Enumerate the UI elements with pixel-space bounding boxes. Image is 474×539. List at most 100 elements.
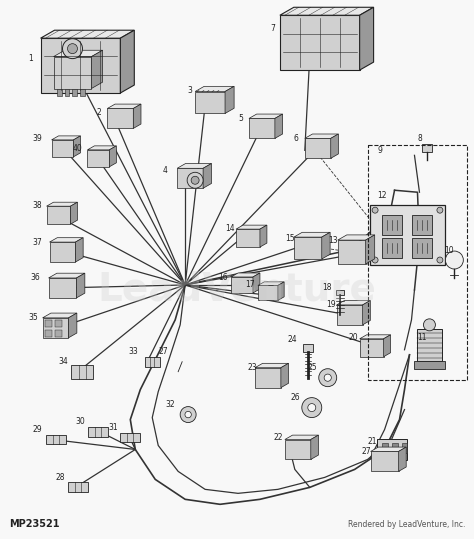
Text: 23: 23: [248, 363, 257, 372]
Text: 34: 34: [58, 357, 68, 366]
Polygon shape: [87, 150, 109, 167]
Text: LeadVenture: LeadVenture: [98, 271, 376, 309]
Bar: [56, 88, 62, 95]
Text: 29: 29: [33, 425, 42, 434]
Polygon shape: [360, 7, 374, 70]
Polygon shape: [305, 139, 331, 158]
Polygon shape: [46, 206, 71, 224]
Bar: [69, 482, 89, 492]
Polygon shape: [108, 108, 133, 128]
Polygon shape: [225, 86, 234, 113]
Circle shape: [437, 207, 443, 213]
Text: 18: 18: [322, 284, 331, 293]
Text: 27: 27: [362, 447, 371, 456]
Polygon shape: [260, 225, 267, 247]
Polygon shape: [231, 273, 260, 277]
Polygon shape: [360, 335, 391, 339]
Text: 2: 2: [96, 108, 101, 117]
Polygon shape: [177, 168, 203, 188]
Bar: [89, 426, 109, 437]
Polygon shape: [108, 104, 141, 108]
Bar: [417, 329, 442, 361]
Text: 12: 12: [378, 191, 387, 200]
Bar: [392, 444, 398, 453]
Polygon shape: [195, 92, 225, 113]
Polygon shape: [236, 229, 260, 247]
Polygon shape: [54, 57, 91, 88]
Text: 17: 17: [245, 280, 255, 289]
Bar: [401, 444, 408, 453]
Polygon shape: [231, 277, 253, 293]
Polygon shape: [87, 146, 116, 150]
Polygon shape: [258, 282, 284, 286]
Circle shape: [185, 411, 191, 418]
Text: 22: 22: [274, 433, 283, 442]
Text: 28: 28: [55, 473, 65, 482]
Text: 8: 8: [418, 134, 422, 143]
Circle shape: [63, 39, 82, 59]
Polygon shape: [322, 232, 330, 259]
Circle shape: [372, 257, 378, 263]
Text: 37: 37: [33, 238, 42, 246]
Text: 5: 5: [238, 114, 243, 123]
Circle shape: [191, 176, 199, 184]
Bar: [382, 238, 402, 258]
Polygon shape: [43, 318, 69, 338]
Text: 19: 19: [326, 300, 336, 309]
Text: 38: 38: [33, 201, 42, 210]
Bar: [55, 330, 62, 337]
Polygon shape: [280, 15, 360, 70]
Polygon shape: [52, 136, 81, 140]
Polygon shape: [43, 313, 77, 318]
Polygon shape: [75, 238, 83, 262]
Text: 14: 14: [225, 224, 235, 233]
Polygon shape: [50, 238, 83, 242]
Polygon shape: [280, 7, 374, 15]
Bar: [120, 432, 140, 443]
Text: 1: 1: [28, 54, 33, 63]
Polygon shape: [337, 240, 365, 264]
Text: MP23521: MP23521: [9, 519, 59, 529]
Text: 20: 20: [349, 333, 358, 342]
Polygon shape: [365, 235, 374, 264]
Text: 6: 6: [294, 134, 299, 143]
Text: 32: 32: [165, 400, 175, 409]
Bar: [45, 320, 52, 327]
Polygon shape: [41, 38, 120, 93]
Text: 15: 15: [285, 233, 294, 243]
Bar: [55, 320, 62, 327]
Bar: [414, 361, 445, 369]
Bar: [382, 215, 402, 235]
Bar: [382, 444, 388, 453]
Polygon shape: [71, 202, 77, 224]
Polygon shape: [294, 232, 330, 237]
Text: 27: 27: [158, 347, 168, 356]
Circle shape: [187, 172, 203, 188]
Polygon shape: [337, 301, 370, 305]
Polygon shape: [360, 339, 383, 357]
Text: Rendered by LeadVenture, Inc.: Rendered by LeadVenture, Inc.: [348, 520, 465, 529]
Polygon shape: [255, 363, 289, 368]
Polygon shape: [255, 368, 281, 388]
Text: 25: 25: [308, 363, 318, 372]
Circle shape: [446, 251, 463, 269]
Bar: [412, 215, 432, 235]
Text: 26: 26: [291, 393, 301, 402]
Polygon shape: [41, 30, 134, 38]
Polygon shape: [285, 439, 311, 459]
Bar: [376, 439, 407, 460]
Text: 13: 13: [328, 236, 337, 245]
Polygon shape: [331, 134, 338, 158]
Bar: [336, 290, 344, 295]
Text: 7: 7: [270, 24, 275, 33]
Text: 24: 24: [288, 335, 298, 344]
Circle shape: [437, 257, 443, 263]
Circle shape: [423, 319, 436, 331]
Text: 16: 16: [218, 273, 228, 282]
Text: 3: 3: [187, 86, 192, 95]
Text: 36: 36: [31, 273, 40, 282]
Bar: [64, 88, 70, 95]
Polygon shape: [76, 273, 85, 298]
Text: 21: 21: [368, 437, 377, 446]
Text: 30: 30: [75, 417, 85, 426]
